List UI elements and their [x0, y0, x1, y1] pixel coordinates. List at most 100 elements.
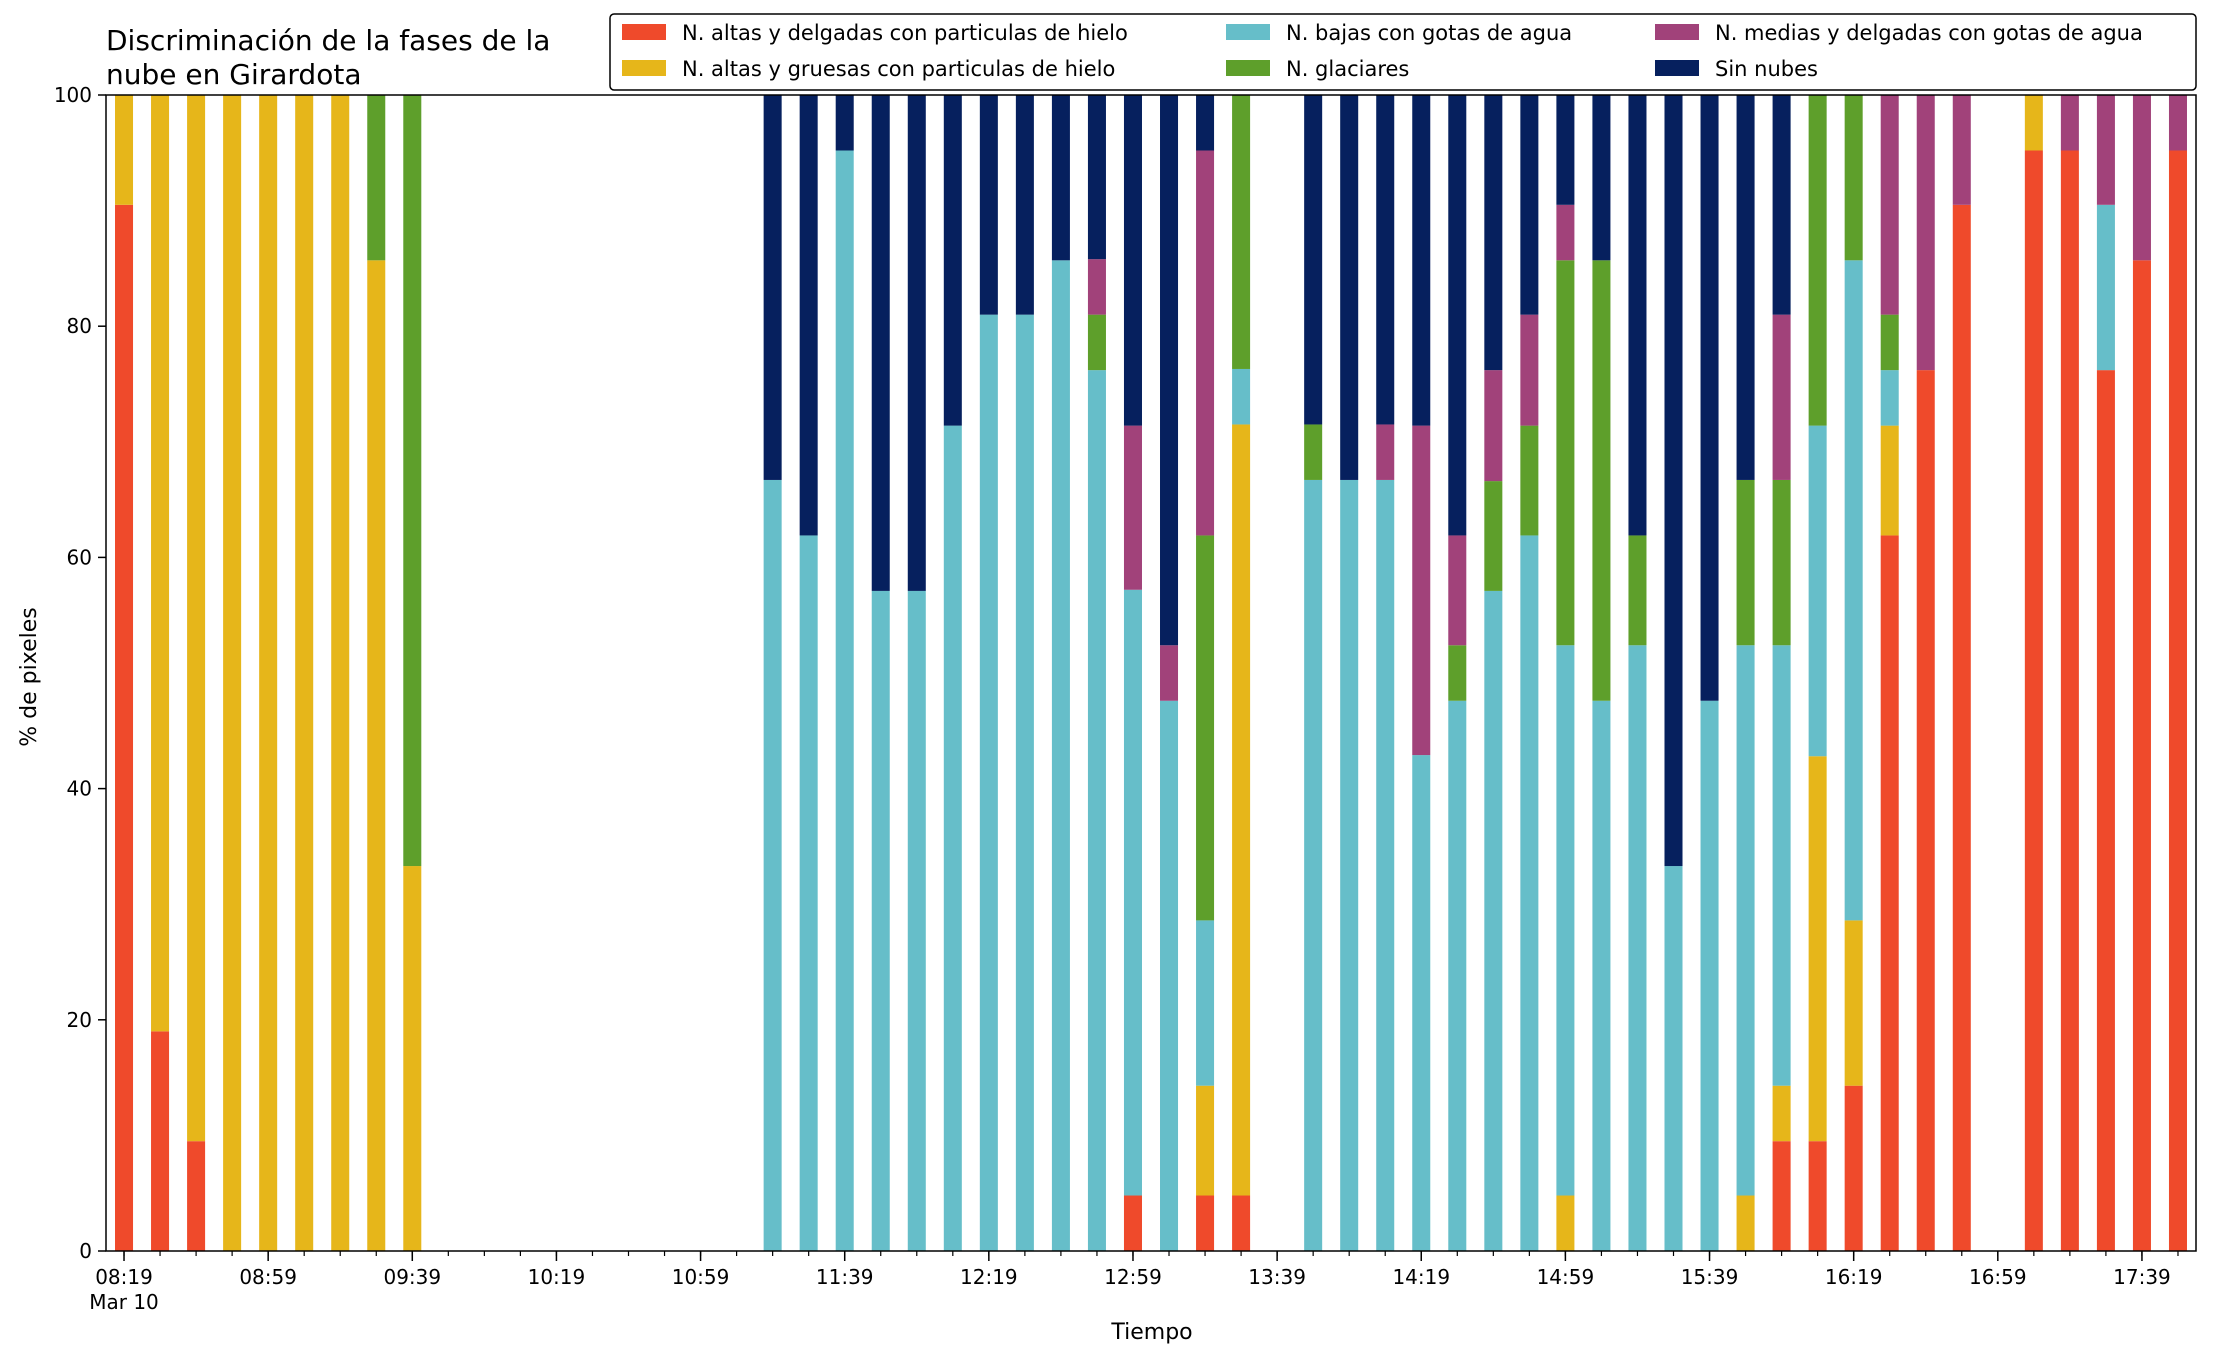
bar-segment-1539-s5 [1700, 95, 1719, 701]
bar-segment-1319-s0 [1196, 1195, 1215, 1251]
bar-segment-1409-s4 [1376, 424, 1395, 480]
legend-swatch-1 [622, 60, 666, 76]
bar-segment-1729-s2 [2096, 204, 2115, 371]
bar-segment-1349-s2 [1304, 479, 1323, 1251]
bars-layer [115, 95, 2187, 1252]
bar-segment-1459-s1 [1556, 1195, 1575, 1251]
bar-segment-1249-s5 [1087, 95, 1106, 260]
bar-segment-0849-s1 [223, 95, 242, 1251]
bar-segment-1509-s3 [1592, 260, 1611, 701]
x-tick-label-1659: 16:59 [1969, 1265, 2027, 1289]
chart-title-line-2: nube en Girardota [106, 58, 361, 91]
bar-segment-1519-s3 [1628, 535, 1647, 646]
x-tick-label-1419: 14:19 [1392, 1265, 1450, 1289]
bar-segment-1639-s0 [1916, 370, 1935, 1251]
x-tick-label-0939: 09:39 [383, 1265, 441, 1289]
bar-segment-1509-s2 [1592, 700, 1611, 1251]
bar-segment-1709-s0 [2024, 150, 2043, 1252]
bar-segment-1739-s0 [2132, 260, 2151, 1251]
bar-segment-1229-s5 [1015, 95, 1034, 315]
x-tick-label-1139: 11:39 [816, 1265, 874, 1289]
bar-segment-0939-s3 [403, 95, 422, 867]
bar-segment-1619-s0 [1844, 1085, 1863, 1251]
bar-segment-1629-s1 [1880, 425, 1899, 536]
x-tick-label-1219: 12:19 [960, 1265, 1018, 1289]
bar-segment-1239-s2 [1051, 260, 1070, 1251]
bar-segment-1629-s3 [1880, 314, 1899, 371]
legend-frame [609, 13, 2197, 91]
x-tick-label-0819: 08:19 [95, 1265, 153, 1289]
y-tick-label-80: 80 [67, 314, 92, 338]
bar-segment-1559-s3 [1772, 479, 1791, 646]
bar-segment-1559-s4 [1772, 314, 1791, 480]
bar-segment-1359-s5 [1340, 95, 1359, 480]
legend-swatch-5 [1655, 60, 1699, 76]
bar-segment-1259-s5 [1123, 95, 1142, 426]
bar-segment-0829-s0 [151, 1031, 170, 1251]
y-tick-label-0: 0 [79, 1239, 92, 1263]
bar-segment-1629-s4 [1880, 95, 1899, 315]
bar-segment-1319-s5 [1196, 95, 1215, 151]
bar-segment-1309-s4 [1160, 645, 1179, 701]
bar-segment-1549-s5 [1736, 95, 1755, 480]
bar-segment-0939-s1 [403, 866, 422, 1251]
bar-segment-1159-s5 [907, 95, 926, 591]
legend: N. altas y delgadas con particulas de hi… [609, 13, 2197, 91]
plot-frame [105, 94, 2197, 1252]
bar-segment-1119-s2 [763, 479, 782, 1251]
bar-segment-1419-s4 [1412, 425, 1431, 756]
legend-swatch-3 [1226, 60, 1270, 76]
bar-segment-1249-s3 [1087, 314, 1106, 371]
bar-segment-1609-s1 [1808, 756, 1827, 1142]
bar-segment-1609-s2 [1808, 425, 1827, 757]
bar-segment-1319-s4 [1196, 150, 1215, 536]
bar-segment-1619-s1 [1844, 920, 1863, 1086]
bar-segment-1129-s5 [799, 95, 818, 536]
bar-segment-1329-s0 [1232, 1195, 1251, 1251]
x-tick-label-1459: 14:59 [1537, 1265, 1595, 1289]
bar-segment-1429-s3 [1448, 645, 1467, 701]
bar-segment-1439-s3 [1484, 481, 1503, 591]
bar-segment-1319-s2 [1196, 920, 1215, 1086]
legend-swatch-0 [622, 24, 666, 40]
bar-segment-0929-s1 [367, 260, 386, 1251]
legend-entry-5: Sin nubes [1715, 57, 1818, 81]
bar-segment-1409-s2 [1376, 479, 1395, 1251]
chart-title-line-1: Discriminación de la fases de la [106, 24, 550, 57]
y-tick-label-60: 60 [67, 545, 92, 569]
bar-segment-1119-s5 [763, 95, 782, 480]
y-tick-label-20: 20 [67, 1008, 92, 1032]
bar-segment-1719-s4 [2060, 95, 2079, 151]
x-tick-label-0859: 08:59 [239, 1265, 297, 1289]
bar-segment-0839-s1 [187, 95, 206, 1142]
legend-swatch-2 [1226, 24, 1270, 40]
bar-segment-1459-s3 [1556, 260, 1575, 646]
bar-segment-1529-s5 [1664, 95, 1683, 867]
bar-segment-0819-s1 [115, 95, 134, 205]
bar-segment-1209-s2 [943, 425, 962, 1251]
bar-segment-1259-s2 [1123, 589, 1142, 1196]
bar-segment-1449-s2 [1520, 535, 1539, 1251]
bar-segment-1259-s4 [1123, 425, 1142, 590]
bar-segment-1749-s0 [2168, 150, 2187, 1252]
bar-segment-1559-s1 [1772, 1085, 1791, 1142]
bar-segment-1329-s1 [1232, 424, 1251, 1196]
bar-segment-1619-s3 [1844, 95, 1863, 261]
bar-segment-1219-s5 [979, 95, 998, 315]
bar-segment-1559-s5 [1772, 95, 1791, 315]
bar-segment-1249-s4 [1087, 259, 1106, 315]
bar-segment-1359-s2 [1340, 479, 1359, 1251]
bar-segment-1459-s2 [1556, 645, 1575, 1196]
bar-segment-1309-s5 [1160, 95, 1179, 646]
y-tick-label-100: 100 [54, 83, 92, 107]
x-tick-label-1619: 16:19 [1825, 1265, 1883, 1289]
bar-segment-1549-s2 [1736, 645, 1755, 1196]
bar-segment-1459-s5 [1556, 95, 1575, 205]
bar-segment-1649-s4 [1952, 95, 1971, 205]
bar-segment-1749-s4 [2168, 95, 2187, 151]
bar-segment-1449-s5 [1520, 95, 1539, 315]
bar-segment-1449-s3 [1520, 425, 1539, 536]
x-tick-sublabel: Mar 10 [89, 1290, 159, 1314]
bar-segment-1439-s4 [1484, 370, 1503, 482]
